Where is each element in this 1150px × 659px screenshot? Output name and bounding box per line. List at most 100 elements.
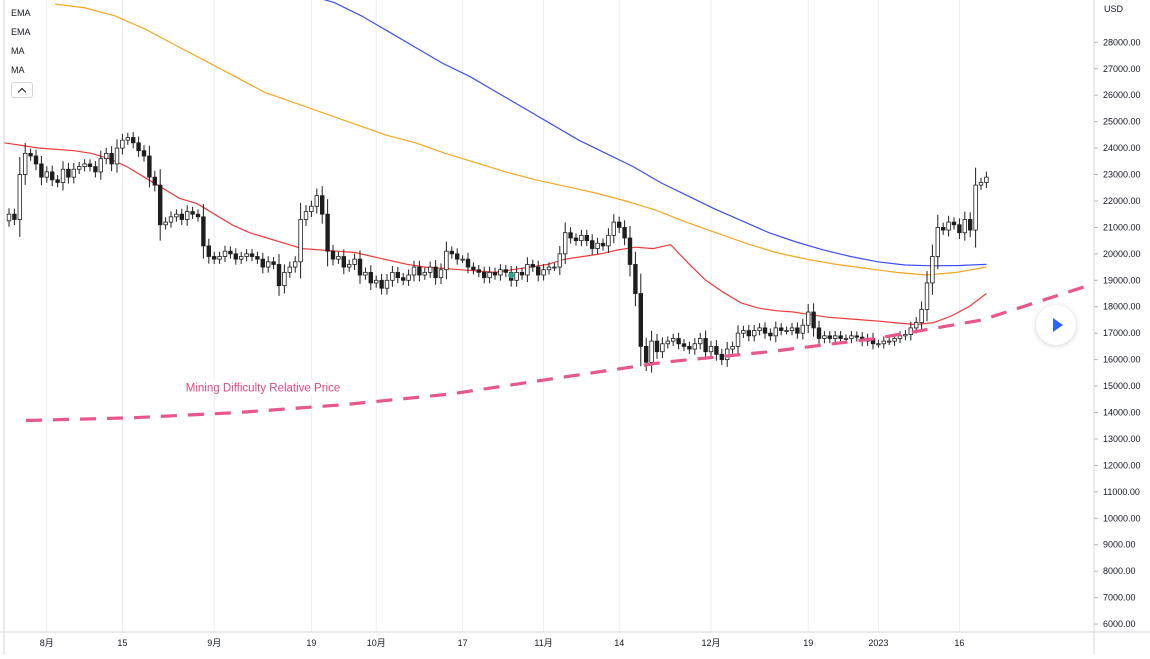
candle bbox=[184, 205, 190, 226]
candle-up bbox=[104, 152, 109, 160]
candle bbox=[157, 169, 163, 241]
candle bbox=[179, 208, 184, 226]
candle-up bbox=[174, 213, 179, 218]
candle-down bbox=[471, 266, 476, 271]
candle-up bbox=[962, 219, 967, 234]
candle-up bbox=[876, 343, 881, 346]
candle bbox=[806, 304, 811, 334]
candle-up bbox=[611, 221, 616, 236]
candle bbox=[627, 226, 633, 277]
candle bbox=[22, 143, 28, 185]
candle bbox=[519, 267, 525, 280]
candle bbox=[795, 322, 800, 339]
candle bbox=[498, 264, 503, 281]
candle-up bbox=[444, 250, 449, 271]
candle-up bbox=[514, 271, 519, 281]
candle-down bbox=[50, 171, 55, 181]
candle bbox=[341, 249, 346, 275]
y-tick-label: 22000.00 bbox=[1103, 196, 1141, 206]
candle bbox=[136, 136, 141, 158]
candle-down bbox=[319, 195, 325, 215]
candle-down bbox=[33, 155, 39, 165]
y-tick-label: 20000.00 bbox=[1103, 249, 1141, 259]
candle bbox=[125, 132, 130, 145]
candle-up bbox=[708, 346, 714, 353]
candle-down bbox=[157, 184, 163, 226]
candle bbox=[833, 331, 838, 344]
candle bbox=[789, 323, 795, 336]
candle bbox=[784, 326, 789, 335]
y-tick-label: 25000.00 bbox=[1103, 117, 1141, 127]
candle-up bbox=[292, 261, 298, 268]
legend-ma-2[interactable]: MA bbox=[11, 65, 25, 75]
candle bbox=[249, 249, 255, 262]
candle-down bbox=[228, 250, 233, 255]
candle-up bbox=[373, 279, 379, 284]
candle-down bbox=[66, 168, 71, 178]
mining-difficulty-layer: Mining Difficulty Relative Price bbox=[25, 284, 1089, 423]
candle-down bbox=[941, 227, 946, 231]
candle bbox=[481, 266, 487, 284]
candle bbox=[228, 246, 233, 259]
replay-play-button[interactable] bbox=[1036, 305, 1076, 345]
candle-down bbox=[644, 346, 649, 363]
candle bbox=[887, 337, 892, 346]
candle bbox=[568, 227, 573, 244]
candle-up bbox=[238, 256, 244, 260]
candle bbox=[584, 229, 589, 247]
candle-up bbox=[773, 327, 778, 337]
candle bbox=[973, 167, 978, 248]
chart-marker bbox=[508, 272, 515, 279]
candle bbox=[681, 339, 687, 352]
candle-down bbox=[87, 163, 93, 167]
candle bbox=[849, 331, 854, 344]
candle bbox=[703, 330, 708, 360]
y-tick-label: 8000.00 bbox=[1103, 566, 1136, 576]
candle-up bbox=[363, 271, 368, 276]
candle bbox=[109, 146, 114, 172]
candle-down bbox=[201, 216, 206, 247]
candle-down bbox=[368, 271, 373, 284]
candle-down bbox=[93, 166, 98, 173]
candle-down bbox=[951, 221, 957, 226]
legend-ema-2[interactable]: EMA bbox=[11, 27, 31, 37]
candle bbox=[838, 331, 843, 344]
x-tick-label: 12月 bbox=[701, 638, 720, 648]
candle bbox=[346, 259, 352, 272]
candle-up bbox=[843, 338, 849, 340]
candle-up bbox=[541, 269, 546, 276]
candle bbox=[314, 188, 319, 214]
candle bbox=[287, 261, 292, 278]
candle bbox=[746, 324, 751, 342]
candle bbox=[984, 171, 989, 189]
candle bbox=[735, 325, 741, 355]
candle-down bbox=[195, 213, 201, 218]
candle bbox=[503, 264, 508, 278]
candle bbox=[800, 318, 805, 340]
legend-ema-1[interactable]: EMA bbox=[11, 8, 31, 18]
candle bbox=[276, 254, 282, 296]
candle-up bbox=[946, 221, 951, 231]
candle-up bbox=[606, 234, 611, 247]
legend-ma-1[interactable]: MA bbox=[11, 46, 25, 56]
candle bbox=[460, 255, 465, 264]
candle bbox=[536, 260, 541, 282]
y-tick-label: 12000.00 bbox=[1103, 460, 1141, 470]
candle-up bbox=[595, 242, 600, 249]
y-tick-label: 26000.00 bbox=[1103, 90, 1141, 100]
candle bbox=[530, 259, 535, 272]
candle-up bbox=[487, 271, 492, 279]
candle bbox=[352, 253, 357, 270]
candle-down bbox=[590, 240, 595, 249]
legend-collapse-button[interactable] bbox=[11, 82, 33, 98]
candle-down bbox=[703, 338, 708, 353]
candle bbox=[319, 186, 325, 224]
ema-line-orange bbox=[54, 3, 987, 276]
candle bbox=[28, 148, 33, 161]
candle bbox=[433, 259, 438, 285]
candle-down bbox=[357, 258, 363, 276]
candle bbox=[546, 262, 552, 275]
candle-down bbox=[827, 335, 832, 339]
